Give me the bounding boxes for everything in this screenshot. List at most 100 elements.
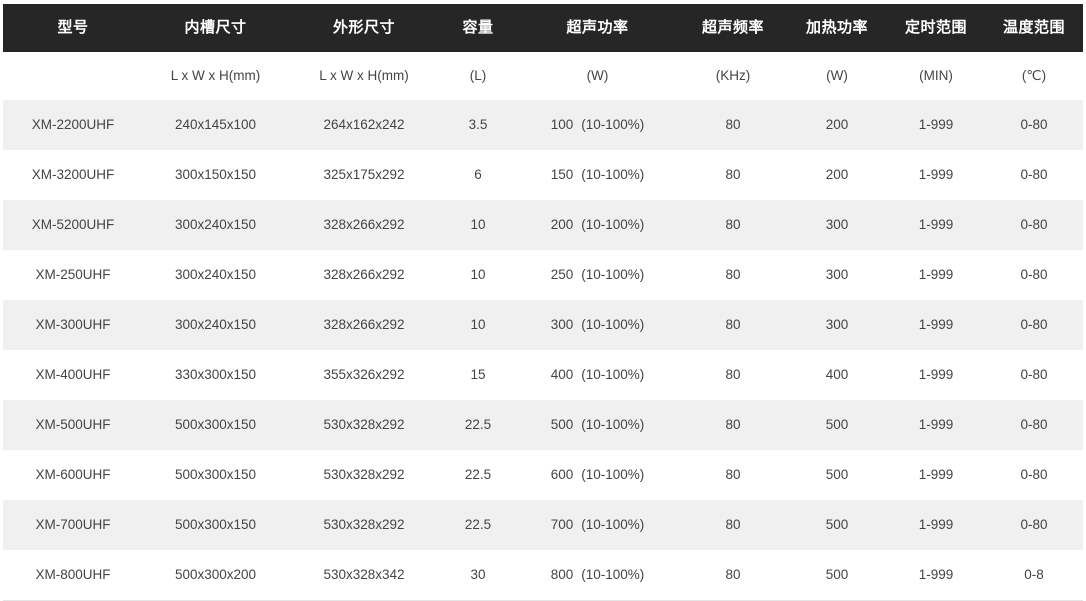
- cell-capacity: 10: [470, 317, 486, 332]
- table-units-row: L x W x H(mm) L x W x H(mm) (L) (W) (KHz) (W)…: [3, 52, 1083, 100]
- cell-inner: 500x300x150: [174, 417, 257, 432]
- cell-model: XM-2200UHF: [31, 117, 115, 132]
- column-unit-inner: L x W x H(mm): [170, 68, 261, 83]
- ultrasonic-power-value: 600: [550, 467, 574, 482]
- cell-hpower: 500: [825, 417, 849, 432]
- column-unit-timer: (MIN): [919, 68, 953, 83]
- cell-model: XM-250UHF: [35, 267, 111, 282]
- column-unit-ufreq: (KHz): [715, 68, 751, 83]
- cell-model: XM-400UHF: [35, 367, 111, 382]
- ultrasonic-power-value: 200: [550, 217, 574, 232]
- cell-ufreq: 80: [725, 117, 741, 132]
- column-header-upower: 超声功率: [566, 19, 629, 36]
- cell-hpower: 200: [825, 117, 849, 132]
- table-head: 型号 内槽尺寸 外形尺寸 容量 超声功率 超声频率 加热功率 定时范围 温度范围: [3, 4, 1083, 52]
- specifications-table: 型号 内槽尺寸 外形尺寸 容量 超声功率 超声频率 加热功率 定时范围 温度范围 L x W x…: [3, 4, 1083, 601]
- ultrasonic-power-value: 800: [550, 567, 574, 582]
- cell-inner: 240x145x100: [174, 117, 257, 132]
- cell-timer: 1-999: [887, 550, 985, 601]
- column-header-ufreq: 超声频率: [701, 19, 764, 36]
- table-row: XM-600UHF 500x300x150 530x328x292 22.5 600 (1…: [3, 450, 1083, 500]
- ultrasonic-power-value: 500: [550, 417, 574, 432]
- ultrasonic-power-range: (10-100%): [581, 517, 645, 532]
- ultrasonic-power-value: 700: [550, 517, 574, 532]
- cell-ufreq: 80: [725, 317, 741, 332]
- cell-outer: 328x266x292: [323, 317, 405, 332]
- table-row: XM-300UHF 300x240x150 328x266x292 10 300 (10-…: [3, 300, 1083, 350]
- cell-ultrasonic-power: 400 (10-100%): [516, 350, 679, 400]
- table-row: XM-250UHF 300x240x150 328x266x292 10 250 (10-…: [3, 250, 1083, 300]
- column-unit-upower: (W): [586, 68, 609, 83]
- cell-timer: 1-999: [918, 267, 954, 282]
- table-row: XM-5200UHF 300x240x150 328x266x292 10 200 (10…: [3, 200, 1083, 250]
- ultrasonic-power-range: (10-100%): [581, 367, 645, 382]
- column-header-hpower: 加热功率: [805, 19, 868, 36]
- cell-capacity: 22.5: [464, 517, 492, 532]
- cell-capacity: 30: [440, 550, 516, 601]
- cell-ultrasonic-power: 800 (10-100%): [516, 550, 679, 601]
- cell-inner: 500x300x150: [174, 467, 257, 482]
- ultrasonic-power-range: (10-100%): [581, 167, 645, 182]
- cell-timer: 1-999: [918, 467, 954, 482]
- cell-timer: 1-999: [918, 367, 954, 382]
- column-header-temp: 温度范围: [1002, 19, 1065, 36]
- cell-timer: 1-999: [918, 517, 954, 532]
- cell-model: XM-500UHF: [35, 417, 111, 432]
- cell-hpower: 500: [825, 517, 849, 532]
- cell-model: XM-600UHF: [35, 467, 111, 482]
- ultrasonic-power-range: (10-100%): [581, 117, 645, 132]
- cell-hpower: 500: [825, 467, 849, 482]
- cell-model: XM-3200UHF: [31, 167, 115, 182]
- cell-timer: 1-999: [918, 317, 954, 332]
- column-unit-outer: L x W x H(mm): [319, 68, 409, 83]
- cell-ultrasonic-power: 100 (10-100%): [516, 100, 679, 150]
- ultrasonic-power-range: (10-100%): [581, 267, 645, 282]
- column-header-outer: 外形尺寸: [332, 19, 395, 36]
- cell-capacity: 3.5: [468, 117, 488, 132]
- cell-ultrasonic-power: 250 (10-100%): [516, 250, 679, 300]
- cell-model: XM-800UHF: [3, 550, 143, 601]
- cell-inner: 500x300x200: [143, 550, 288, 601]
- column-unit-model: [3, 52, 143, 100]
- cell-ufreq: 80: [725, 267, 741, 282]
- cell-outer: 328x266x292: [323, 267, 405, 282]
- cell-hpower: 200: [825, 167, 849, 182]
- cell-inner: 330x300x150: [174, 367, 257, 382]
- cell-ufreq: 80: [725, 367, 741, 382]
- column-header-inner: 内槽尺寸: [184, 19, 247, 36]
- cell-ufreq: 80: [725, 417, 741, 432]
- cell-ufreq: 80: [725, 467, 741, 482]
- table-body: L x W x H(mm) L x W x H(mm) (L) (W) (KHz) (W)…: [3, 52, 1083, 601]
- cell-outer: 325x175x292: [323, 167, 405, 182]
- cell-temp: 0-80: [1020, 117, 1048, 132]
- cell-ufreq: 80: [725, 517, 741, 532]
- ultrasonic-power-value: 150: [550, 167, 574, 182]
- cell-timer: 1-999: [918, 417, 954, 432]
- cell-ultrasonic-power: 600 (10-100%): [516, 450, 679, 500]
- table-row: XM-800UHF 500x300x200 530x328x342 30 800 (10-…: [3, 550, 1083, 601]
- cell-inner: 300x150x150: [174, 167, 257, 182]
- cell-capacity: 22.5: [464, 467, 492, 482]
- ultrasonic-power-range: (10-100%): [581, 567, 645, 582]
- cell-outer: 530x328x342: [288, 550, 440, 601]
- cell-temp: 0-80: [1020, 317, 1048, 332]
- ultrasonic-power-value: 100: [550, 117, 574, 132]
- cell-outer: 530x328x292: [323, 517, 405, 532]
- column-unit-capacity: (L): [469, 68, 487, 83]
- cell-hpower: 400: [825, 367, 849, 382]
- ultrasonic-power-range: (10-100%): [581, 417, 645, 432]
- cell-inner: 300x240x150: [174, 267, 257, 282]
- ultrasonic-power-value: 400: [550, 367, 574, 382]
- column-header-model: 型号: [57, 19, 89, 36]
- cell-ufreq: 80: [725, 167, 741, 182]
- cell-outer: 355x326x292: [323, 367, 405, 382]
- cell-ultrasonic-power: 500 (10-100%): [516, 400, 679, 450]
- cell-temp: 0-80: [1020, 417, 1048, 432]
- cell-ufreq: 80: [725, 217, 741, 232]
- cell-hpower: 300: [825, 317, 849, 332]
- cell-temp: 0-80: [1020, 517, 1048, 532]
- cell-temp: 0-8: [985, 550, 1083, 601]
- cell-temp: 0-80: [1020, 367, 1048, 382]
- cell-temp: 0-80: [1020, 467, 1048, 482]
